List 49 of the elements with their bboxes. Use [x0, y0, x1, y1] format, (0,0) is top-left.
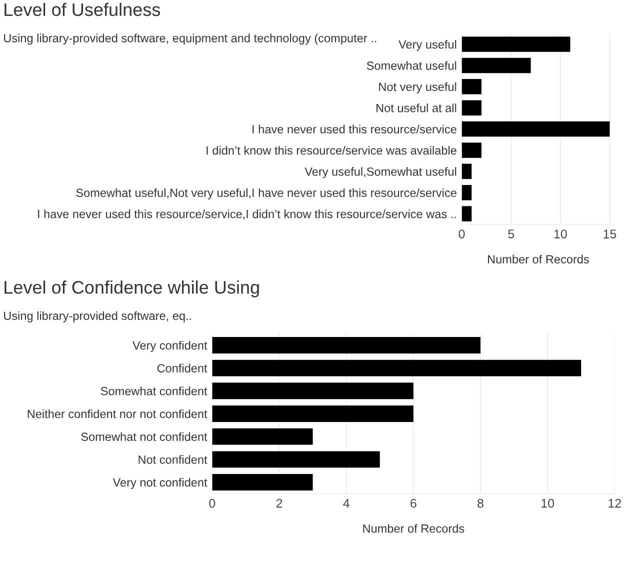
x-tick-label: 4: [343, 499, 350, 508]
y-tick-label: I didn’t know this resource/service was available: [206, 146, 456, 155]
y-tick-label: Not very useful: [379, 82, 456, 94]
bar: [212, 428, 313, 445]
x-tick-label: 15: [604, 230, 616, 238]
chart-title: Level of Confidence while Using: [4, 280, 259, 298]
x-tick-label: 0: [458, 230, 465, 238]
text: Using library-provided software, equipment and technology (computer ..: [4, 34, 376, 45]
y-tick-label: Not confident: [138, 455, 208, 464]
bar: [462, 206, 472, 222]
y-tick-label: Somewhat useful: [366, 61, 456, 70]
x-tick-label: 5: [508, 230, 514, 238]
text: Level of Usefulness: [4, 2, 160, 16]
x-tick-label: 0: [209, 498, 216, 508]
y-tick-label: Neither confident nor not confident: [28, 409, 208, 418]
bar: [212, 382, 414, 400]
bar: [462, 36, 570, 52]
bar: [212, 406, 414, 422]
y-tick-label: I have never used this resource/service: [252, 124, 456, 134]
x-tick-label: 8: [478, 498, 484, 508]
bar: [212, 474, 313, 490]
x-tick-label: 12: [608, 498, 621, 508]
bar: [462, 164, 472, 180]
bar: [212, 360, 582, 376]
y-tick-label: Somewhat not confident: [81, 432, 208, 441]
y-tick-label: Somewhat confident: [100, 386, 208, 396]
bar: [462, 121, 610, 137]
bar: [462, 142, 482, 158]
x-tick-label: 6: [410, 498, 416, 508]
x-tick-label: 10: [542, 498, 554, 508]
x-axis-title: Number of Records: [488, 254, 589, 264]
bar: [462, 100, 482, 116]
bar: [462, 79, 482, 94]
y-tick-label: Somewhat useful,Not very useful,I have never used this resource/service: [76, 188, 456, 200]
bar: [462, 184, 472, 200]
bar: [212, 451, 380, 468]
y-tick-label: Very not confident: [112, 478, 208, 489]
y-tick-label: Not useful at all: [376, 104, 456, 112]
y-tick-label: Very useful: [398, 40, 456, 51]
bar: [212, 336, 480, 354]
x-tick-label: 10: [554, 230, 567, 238]
bar: [462, 58, 531, 74]
y-tick-label: Very confident: [132, 340, 208, 352]
y-tick-label: Confident: [157, 364, 208, 372]
x-tick-label: 2: [276, 498, 282, 508]
y-tick-label: Very useful,Somewhat useful: [304, 167, 456, 178]
text: Using library-provided software, eq..: [4, 311, 192, 322]
y-tick-label: I have never used this resource/service,I didn’t know this resource/service was ..: [38, 210, 456, 220]
x-axis-title: Number of Records: [363, 524, 464, 533]
